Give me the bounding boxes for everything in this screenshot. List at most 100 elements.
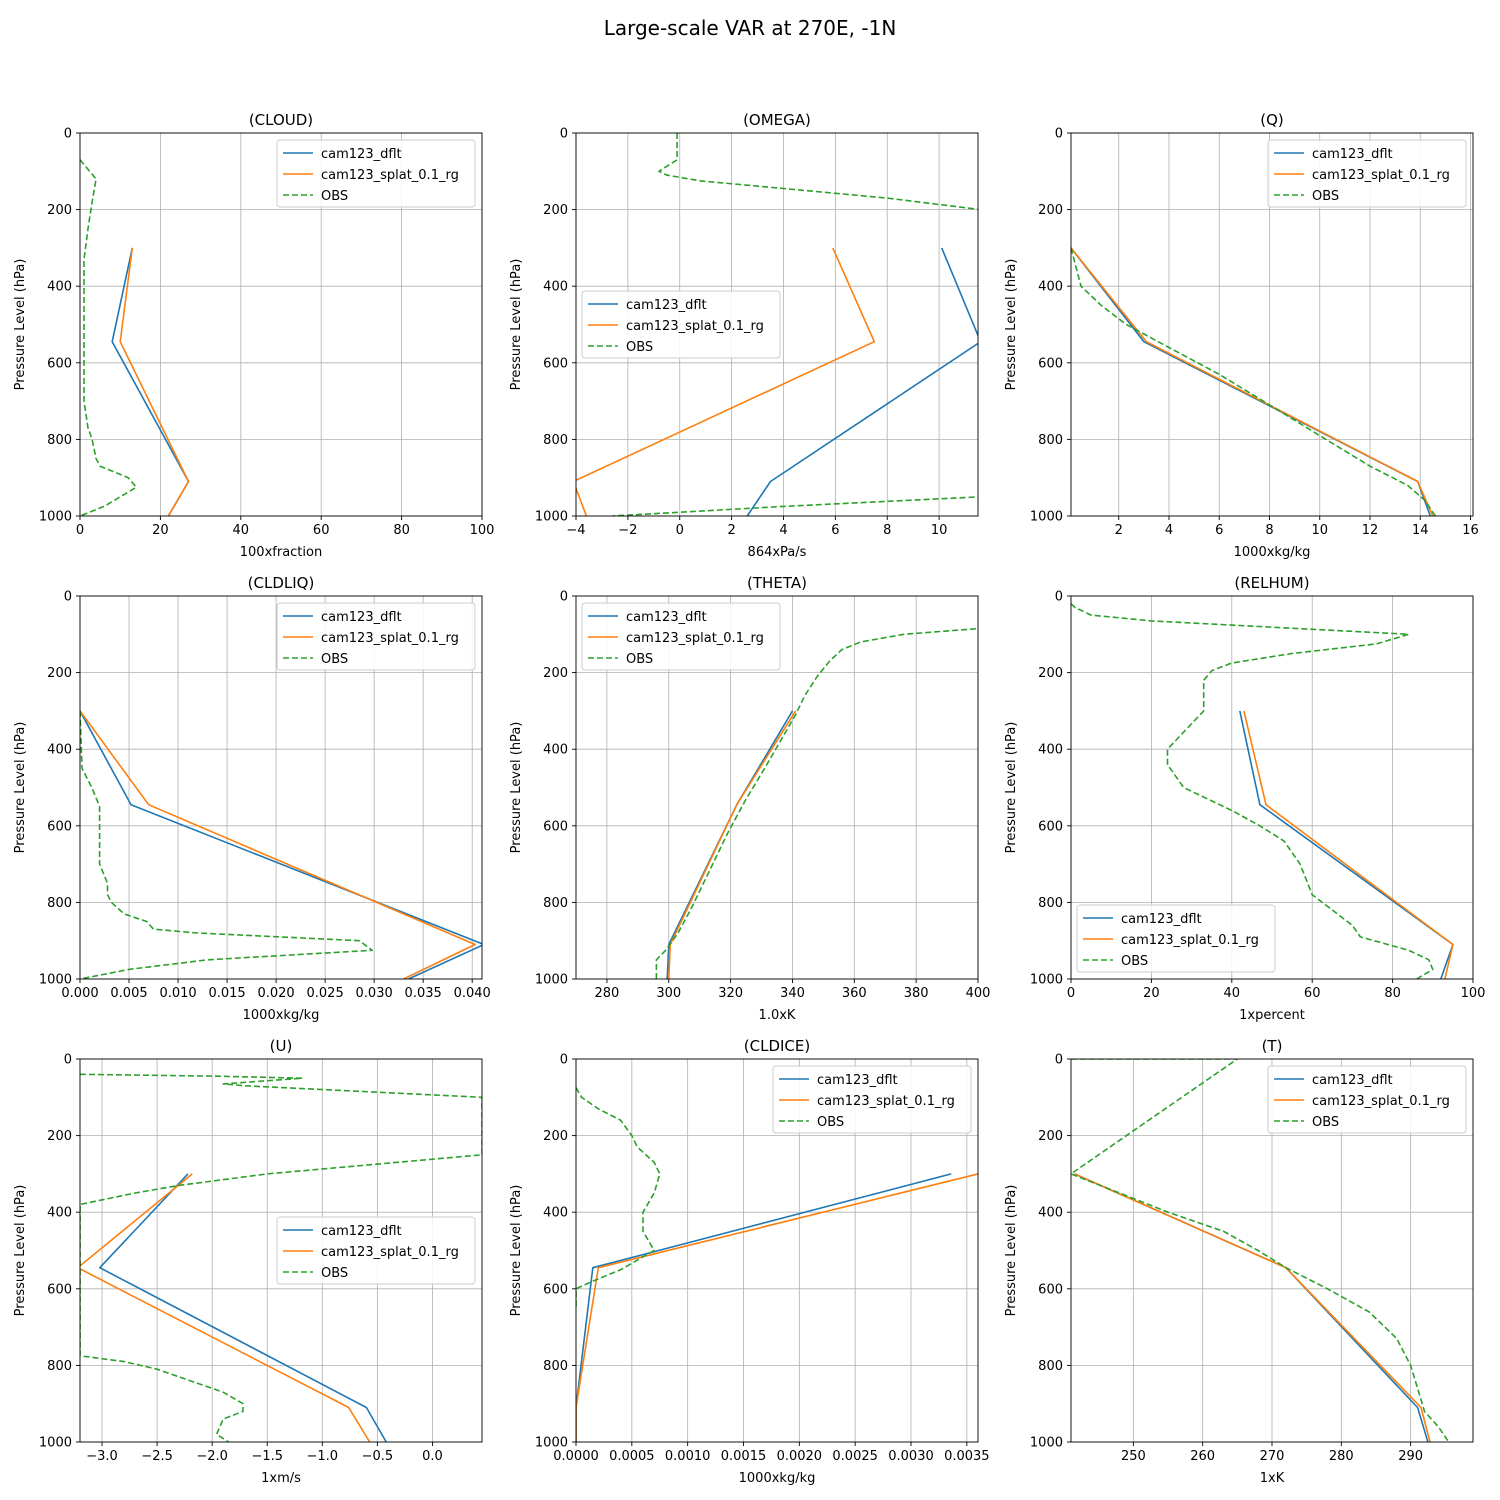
x-tick-label: −4 xyxy=(566,523,585,538)
x-tick-label: 60 xyxy=(1304,986,1321,1001)
y-tick-label: 0 xyxy=(560,1053,568,1068)
series-line-cam123-splat-0-1-rg xyxy=(1074,1173,1431,1442)
subplot-title: (CLDICE) xyxy=(744,1037,810,1055)
x-tick-label: −2 xyxy=(618,523,637,538)
series-line-cam123-splat-0-1-rg xyxy=(80,1173,371,1442)
y-tick-label: 600 xyxy=(1038,1282,1063,1297)
y-tick-label: 1000 xyxy=(535,973,568,988)
y-tick-label: 200 xyxy=(543,1129,568,1144)
x-tick-label: 80 xyxy=(393,523,410,538)
series-line-cam123-dflt xyxy=(1074,1173,1429,1442)
y-tick-label: 400 xyxy=(543,1206,568,1221)
series-line-cam123-dflt xyxy=(111,247,190,516)
legend-label: cam123_dflt xyxy=(1312,147,1393,162)
x-tick-label: 0.015 xyxy=(208,986,245,1001)
x-tick-label: −2.5 xyxy=(141,1449,173,1464)
x-tick-label: 0.0015 xyxy=(721,1449,767,1464)
x-tick-label: 20 xyxy=(1143,986,1160,1001)
subplot: 0.0000 0.0005 0.0010 0.0015 0.0020 0.0025 0.00… xyxy=(509,1037,990,1486)
x-axis-label: 1xK xyxy=(1260,1471,1285,1486)
y-tick-label: 200 xyxy=(47,1129,72,1144)
x-tick-label: −0.5 xyxy=(362,1449,394,1464)
series-line-cam123-splat-0-1-rg xyxy=(80,710,476,979)
legend-label: OBS xyxy=(1312,1115,1339,1130)
axes-frame xyxy=(79,595,483,980)
x-tick-label: 0.030 xyxy=(356,986,393,1001)
legend-label: cam123_dflt xyxy=(1121,912,1202,927)
x-tick-label: 0.0030 xyxy=(888,1449,934,1464)
x-tick-label: 10 xyxy=(931,523,948,538)
y-axis-label: Pressure Level (hPa) xyxy=(1004,1185,1019,1317)
x-tick-label: 0.035 xyxy=(405,986,442,1001)
axes-frame xyxy=(1070,132,1474,517)
x-tick-label: 16 xyxy=(1462,523,1479,538)
figure-title: Large-scale VAR at 270E, -1N xyxy=(603,16,897,40)
x-axis-label: 100xfraction xyxy=(240,545,322,560)
y-tick-label: 400 xyxy=(47,743,72,758)
y-axis-label: Pressure Level (hPa) xyxy=(13,259,28,391)
legend-label: OBS xyxy=(321,189,348,204)
x-tick-label: 12 xyxy=(1362,523,1379,538)
x-tick-label: 0.005 xyxy=(110,986,147,1001)
y-tick-label: 200 xyxy=(47,666,72,681)
x-tick-label: 0 xyxy=(676,523,684,538)
series-group xyxy=(1071,247,1436,516)
subplot-title: (CLDLIQ) xyxy=(248,574,315,592)
y-tick-label: 800 xyxy=(1038,896,1063,911)
series-line-cam123-dflt xyxy=(666,710,794,979)
series-group xyxy=(80,159,190,516)
series-line-cam123-dflt xyxy=(99,1173,387,1442)
legend-label: cam123_splat_0.1_rg xyxy=(626,319,764,334)
series-line-obs xyxy=(80,1073,482,1442)
legend: cam123_dflt cam123_splat_0.1_rg OBS xyxy=(1267,139,1467,208)
subplot-title: (T) xyxy=(1262,1037,1283,1055)
x-tick-label: 6 xyxy=(831,523,839,538)
y-tick-label: 800 xyxy=(1038,1359,1063,1374)
y-tick-label: 0 xyxy=(560,127,568,142)
legend-box xyxy=(1076,904,1276,973)
x-tick-label: 0.025 xyxy=(307,986,344,1001)
x-tick-label: 0.0000 xyxy=(553,1449,599,1464)
axes-frame xyxy=(79,1058,483,1443)
x-tick-label: 0.010 xyxy=(159,986,196,1001)
axes-frame xyxy=(1070,595,1474,980)
x-tick-label: 290 xyxy=(1398,1449,1423,1464)
series-line-obs xyxy=(1071,1059,1450,1442)
y-tick-label: 200 xyxy=(1038,666,1063,681)
x-axis-label: 1xpercent xyxy=(1239,1008,1305,1023)
axes-frame xyxy=(79,132,483,517)
series-line-obs xyxy=(1071,247,1436,516)
y-tick-label: 400 xyxy=(47,280,72,295)
y-tick-label: 400 xyxy=(47,1206,72,1221)
y-tick-label: 0 xyxy=(1055,590,1063,605)
y-tick-label: 0 xyxy=(64,127,72,142)
legend-box xyxy=(772,1065,972,1134)
x-axis-label: 1000xkg/kg xyxy=(1234,545,1311,560)
x-tick-label: 270 xyxy=(1260,1449,1285,1464)
y-tick-label: 200 xyxy=(543,203,568,218)
legend: cam123_dflt cam123_splat_0.1_rg OBS xyxy=(276,1216,476,1285)
series-line-cam123-splat-0-1-rg xyxy=(119,247,190,516)
y-tick-label: 400 xyxy=(543,743,568,758)
x-tick-label: 0 xyxy=(1067,986,1075,1001)
legend: cam123_dflt cam123_splat_0.1_rg OBS xyxy=(1076,904,1276,973)
x-tick-label: 0.0035 xyxy=(944,1449,990,1464)
legend-label: cam123_splat_0.1_rg xyxy=(321,1245,459,1260)
subplot: 280 300 320 340 360 380 400 0 200 400 600 800 1000 (T… xyxy=(509,574,990,1023)
subplot-title: (THETA) xyxy=(747,574,807,592)
axes-frame xyxy=(575,1058,979,1443)
legend-label: cam123_dflt xyxy=(321,610,402,625)
y-tick-label: 800 xyxy=(543,896,568,911)
y-tick-label: 0 xyxy=(64,590,72,605)
axes-frame xyxy=(575,595,979,980)
legend-label: cam123_dflt xyxy=(1312,1073,1393,1088)
subplot: 0.000 0.005 0.010 0.015 0.020 0.025 0.030 0.035… xyxy=(13,574,491,1023)
y-tick-label: 200 xyxy=(1038,203,1063,218)
y-axis-label: Pressure Level (hPa) xyxy=(1004,722,1019,854)
legend-label: OBS xyxy=(626,340,653,355)
x-tick-label: 250 xyxy=(1121,1449,1146,1464)
series-line-obs xyxy=(80,159,138,516)
x-tick-label: 0.000 xyxy=(61,986,98,1001)
x-tick-label: 0.0010 xyxy=(665,1449,711,1464)
